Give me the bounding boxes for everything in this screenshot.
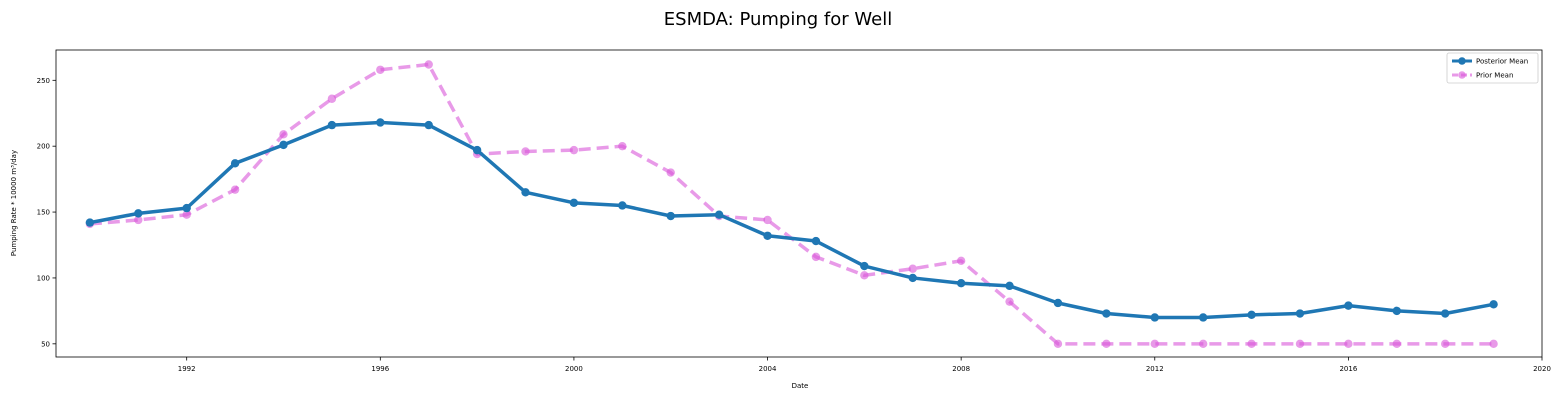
data-point-posterior-mean: [1005, 281, 1014, 291]
series-layer: [85, 60, 1498, 349]
data-point-prior-mean: [327, 94, 337, 103]
data-point-prior-mean: [569, 145, 579, 155]
data-point-prior-mean: [1392, 339, 1401, 349]
legend-label-posterior: Posterior Mean: [1476, 58, 1528, 66]
data-point-posterior-mean: [376, 118, 385, 127]
data-point-posterior-mean: [569, 198, 579, 208]
data-point-posterior-mean: [85, 218, 95, 227]
data-point-prior-mean: [521, 147, 530, 156]
legend-marker-prior: [1458, 71, 1466, 79]
data-point-posterior-mean: [182, 203, 191, 213]
data-point-prior-mean: [279, 130, 288, 139]
data-point-posterior-mean: [956, 279, 966, 288]
data-point-prior-mean: [1053, 339, 1063, 349]
x-axis-label: Date: [792, 382, 809, 390]
y-tick-label: 200: [37, 143, 50, 151]
data-point-prior-mean: [1344, 339, 1353, 349]
data-point-posterior-mean: [908, 273, 917, 283]
y-tick-label: 250: [37, 77, 50, 85]
x-tick-label: 1992: [178, 365, 196, 373]
data-point-prior-mean: [424, 60, 433, 69]
y-tick-label: 50: [41, 340, 50, 348]
data-point-posterior-mean: [714, 210, 724, 219]
data-point-prior-mean: [763, 215, 772, 225]
y-tick-label: 150: [37, 209, 50, 217]
data-point-prior-mean: [230, 185, 240, 194]
series-prior-mean: [85, 60, 1498, 349]
data-point-posterior-mean: [763, 231, 772, 240]
x-tick-label: 2016: [1339, 365, 1357, 373]
x-axis: 1992 1996 2000 2004 2008 2012 2016 2020: [178, 357, 1551, 373]
legend-marker-posterior: [1458, 57, 1466, 65]
data-point-posterior-mean: [230, 159, 240, 168]
y-axis: 50 100 150 200 250: [37, 77, 56, 348]
x-tick-label: 2008: [952, 365, 970, 373]
data-point-posterior-mean: [811, 236, 821, 246]
data-point-posterior-mean: [1392, 306, 1401, 316]
x-tick-label: 1996: [371, 365, 389, 373]
data-point-posterior-mean: [1198, 313, 1208, 322]
series-posterior-mean: [85, 118, 1498, 322]
data-point-prior-mean: [1247, 339, 1256, 349]
data-point-posterior-mean: [1295, 309, 1305, 318]
data-point-prior-mean: [618, 141, 627, 151]
data-point-posterior-mean: [472, 145, 482, 155]
data-point-posterior-mean: [618, 201, 627, 210]
data-point-prior-mean: [134, 215, 143, 225]
data-point-posterior-mean: [1102, 309, 1111, 318]
data-point-posterior-mean: [1440, 309, 1450, 318]
y-axis-label: Pumping Rate * 10000 m³/day: [10, 150, 18, 256]
data-point-prior-mean: [182, 210, 191, 219]
data-point-posterior-mean: [327, 120, 337, 130]
series-line-prior-mean: [89, 62, 1494, 346]
data-point-prior-mean: [1198, 339, 1208, 349]
data-point-prior-mean: [956, 256, 966, 266]
data-point-posterior-mean: [521, 188, 530, 197]
data-point-prior-mean: [1295, 339, 1305, 349]
plot-frame: [55, 49, 1543, 358]
data-point-prior-mean: [1440, 339, 1450, 349]
x-tick-label: 2000: [565, 365, 583, 373]
data-point-prior-mean: [1489, 339, 1498, 349]
data-point-prior-mean: [376, 65, 385, 74]
series-line-posterior-mean: [89, 120, 1494, 320]
data-point-posterior-mean: [860, 261, 869, 271]
data-point-posterior-mean: [1053, 298, 1063, 308]
data-point-posterior-mean: [1247, 310, 1256, 320]
data-point-posterior-mean: [1489, 300, 1498, 309]
chart-title: ESMDA: Pumping for Well: [664, 9, 892, 30]
data-point-prior-mean: [1150, 339, 1159, 349]
data-point-prior-mean: [1102, 339, 1111, 349]
legend: Posterior Mean Prior Mean: [1446, 52, 1539, 84]
data-point-posterior-mean: [666, 211, 675, 221]
x-tick-label: 2020: [1533, 365, 1551, 373]
data-point-prior-mean: [908, 264, 917, 273]
data-point-posterior-mean: [424, 120, 433, 130]
data-point-posterior-mean: [134, 209, 143, 218]
data-point-prior-mean: [1005, 297, 1014, 306]
data-point-prior-mean: [860, 271, 869, 280]
x-tick-label: 2012: [1146, 365, 1164, 373]
data-point-posterior-mean: [279, 140, 288, 150]
data-point-posterior-mean: [1150, 313, 1159, 322]
y-tick-label: 100: [37, 274, 50, 282]
data-point-prior-mean: [811, 252, 821, 262]
legend-label-prior: Prior Mean: [1476, 72, 1513, 80]
data-point-posterior-mean: [1344, 301, 1353, 310]
x-tick-label: 2004: [759, 365, 777, 373]
data-point-prior-mean: [666, 168, 675, 177]
